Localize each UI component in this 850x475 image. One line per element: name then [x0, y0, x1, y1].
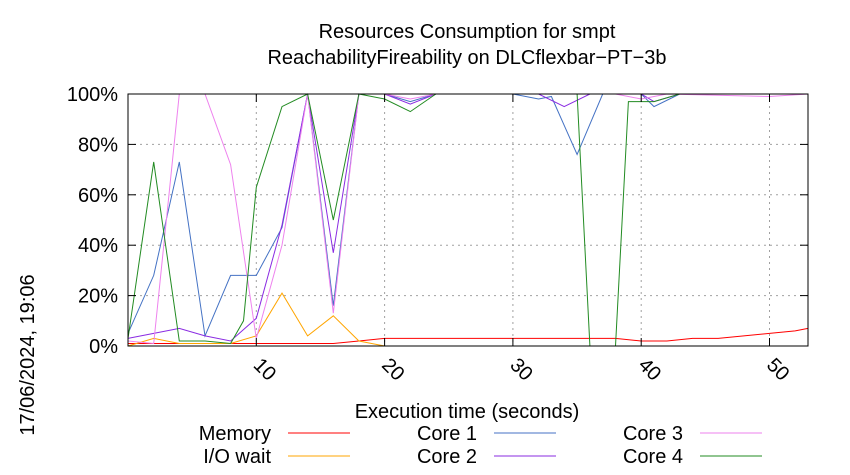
x-axis-label: Execution time (seconds): [355, 401, 580, 423]
series-lines: [127, 93, 809, 347]
legend-label: I/O wait: [203, 446, 271, 468]
series-line-core-1: [127, 93, 808, 338]
series-line-core-4: [127, 93, 808, 347]
series-line-memory: [128, 327, 809, 344]
series-line-core-3: [127, 93, 809, 345]
x-tick-label: 30: [506, 354, 537, 385]
legend-label: Core 3: [623, 423, 683, 445]
x-tick-label: 10: [249, 354, 280, 385]
y-tick-label: 60%: [78, 185, 118, 207]
legend-label: Memory: [199, 423, 271, 445]
y-axis: 0% 20% 40% 60% 80% 100%: [67, 84, 808, 358]
x-tick-label: 50: [762, 354, 793, 385]
chart-title-line1: Resources Consumption for smpt: [319, 21, 616, 43]
x-axis: 10 20 30 40 50: [249, 94, 793, 385]
timestamp-label: 17/06/2024, 19:06: [17, 274, 39, 435]
y-tick-label: 80%: [78, 134, 118, 156]
y-tick-label: 40%: [78, 235, 118, 257]
x-tick-label: 40: [634, 354, 665, 385]
chart-title-line2: ReachabilityFireability on DLCflexbar−PT…: [267, 47, 666, 69]
plot-border: [127, 93, 809, 347]
series-line-i-o-wait: [127, 292, 808, 347]
x-tick-label: 20: [377, 354, 408, 385]
plot-area: [127, 93, 809, 347]
legend-label: Core 1: [417, 423, 477, 445]
y-tick-label: 20%: [78, 286, 118, 308]
legend-label: Core 2: [417, 446, 477, 468]
y-tick-label: 0%: [89, 336, 118, 358]
y-tick-label: 100%: [67, 84, 118, 106]
legend-label: Core 4: [623, 446, 683, 468]
grid-lines: [128, 94, 808, 346]
series-line-core-2: [127, 93, 808, 342]
